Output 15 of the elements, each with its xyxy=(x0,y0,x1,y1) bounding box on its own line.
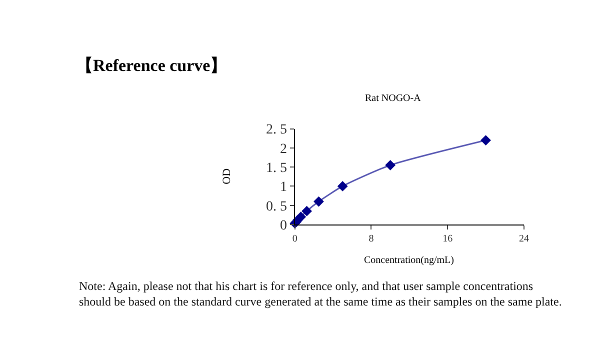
x-tick-label: 16 xyxy=(442,233,453,244)
chart-subtitle: Rat NOGO-A xyxy=(365,93,422,104)
text: 【Reference curve】 xyxy=(76,56,228,75)
x-axis-title: Concentration(ng/mL) xyxy=(364,255,454,266)
y-tick-label: 2. 5 xyxy=(266,122,288,138)
y-tick-label: 2 xyxy=(280,142,288,157)
x-tick-label: 24 xyxy=(518,233,529,244)
y-tick-label: 1. 5 xyxy=(266,160,288,176)
y-tick-label: 0 xyxy=(280,218,288,234)
y-tick-label: 0. 5 xyxy=(266,199,288,214)
y-axis-title: OD xyxy=(221,168,234,184)
y-tick-label: 1 xyxy=(280,180,288,196)
x-tick-label: 8 xyxy=(368,233,374,244)
x-tick-label: 0 xyxy=(292,233,298,244)
text: Note: Again, please not that his chart is for reference only, and that user sample concentrations should be based on the standard curve generated at the same time as their samples on the same plate. xyxy=(79,279,562,309)
